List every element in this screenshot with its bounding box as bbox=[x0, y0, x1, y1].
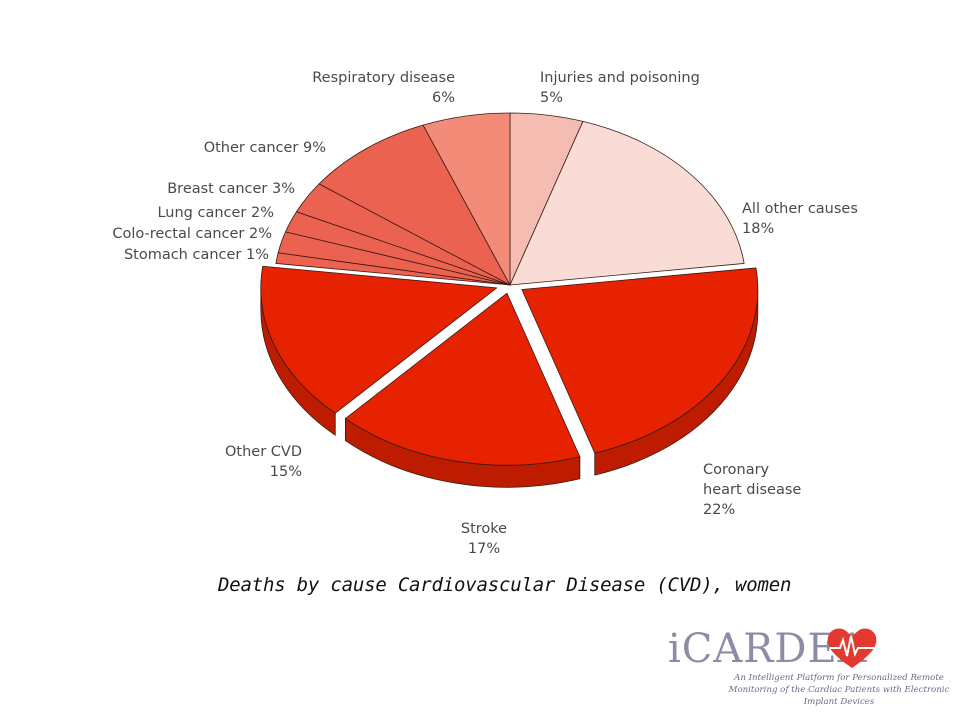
pie-slice-all-other-causes bbox=[509, 121, 745, 286]
label-injuries-and-poisoning: Injuries and poisoning 5% bbox=[540, 70, 700, 106]
icardea-logo: iCARDEA An Intelligent Platform for Pers… bbox=[664, 622, 954, 718]
label-breast-cancer: Breast cancer 3% bbox=[167, 181, 295, 197]
label-coronary-heart-disease: Coronary heart disease 22% bbox=[703, 462, 801, 518]
heart-icon bbox=[827, 628, 877, 668]
label-lung-cancer: Lung cancer 2% bbox=[157, 205, 274, 221]
label-respiratory-disease: Respiratory disease 6% bbox=[312, 70, 455, 106]
pie-slice-coronary-heart-disease bbox=[521, 267, 759, 454]
pie-tops bbox=[260, 112, 759, 466]
pie-slice-other-cvd bbox=[260, 265, 498, 414]
label-all-other-causes: All other causes 18% bbox=[742, 201, 858, 237]
pie-chart: Injuries and poisoning 5% All other causes… bbox=[112, 70, 858, 557]
label-colo-rectal-cancer: Colo-rectal cancer 2% bbox=[112, 226, 272, 242]
pie-slice-respiratory-disease bbox=[422, 112, 511, 286]
label-other-cancer: Other cancer 9% bbox=[204, 140, 326, 156]
logo-tagline: An Intelligent Platform for Personalized… bbox=[728, 673, 950, 707]
pie-slice-stroke bbox=[344, 292, 581, 466]
chart-caption: Deaths by cause Cardiovascular Disease (… bbox=[218, 574, 792, 596]
label-other-cvd: Other CVD 15% bbox=[225, 444, 302, 480]
label-stomach-cancer: Stomach cancer 1% bbox=[124, 247, 269, 263]
pie-labels: Injuries and poisoning 5% All other causes… bbox=[112, 70, 858, 557]
pie-slice-other-cancer bbox=[318, 124, 511, 286]
label-stroke: Stroke 17% bbox=[461, 521, 507, 557]
